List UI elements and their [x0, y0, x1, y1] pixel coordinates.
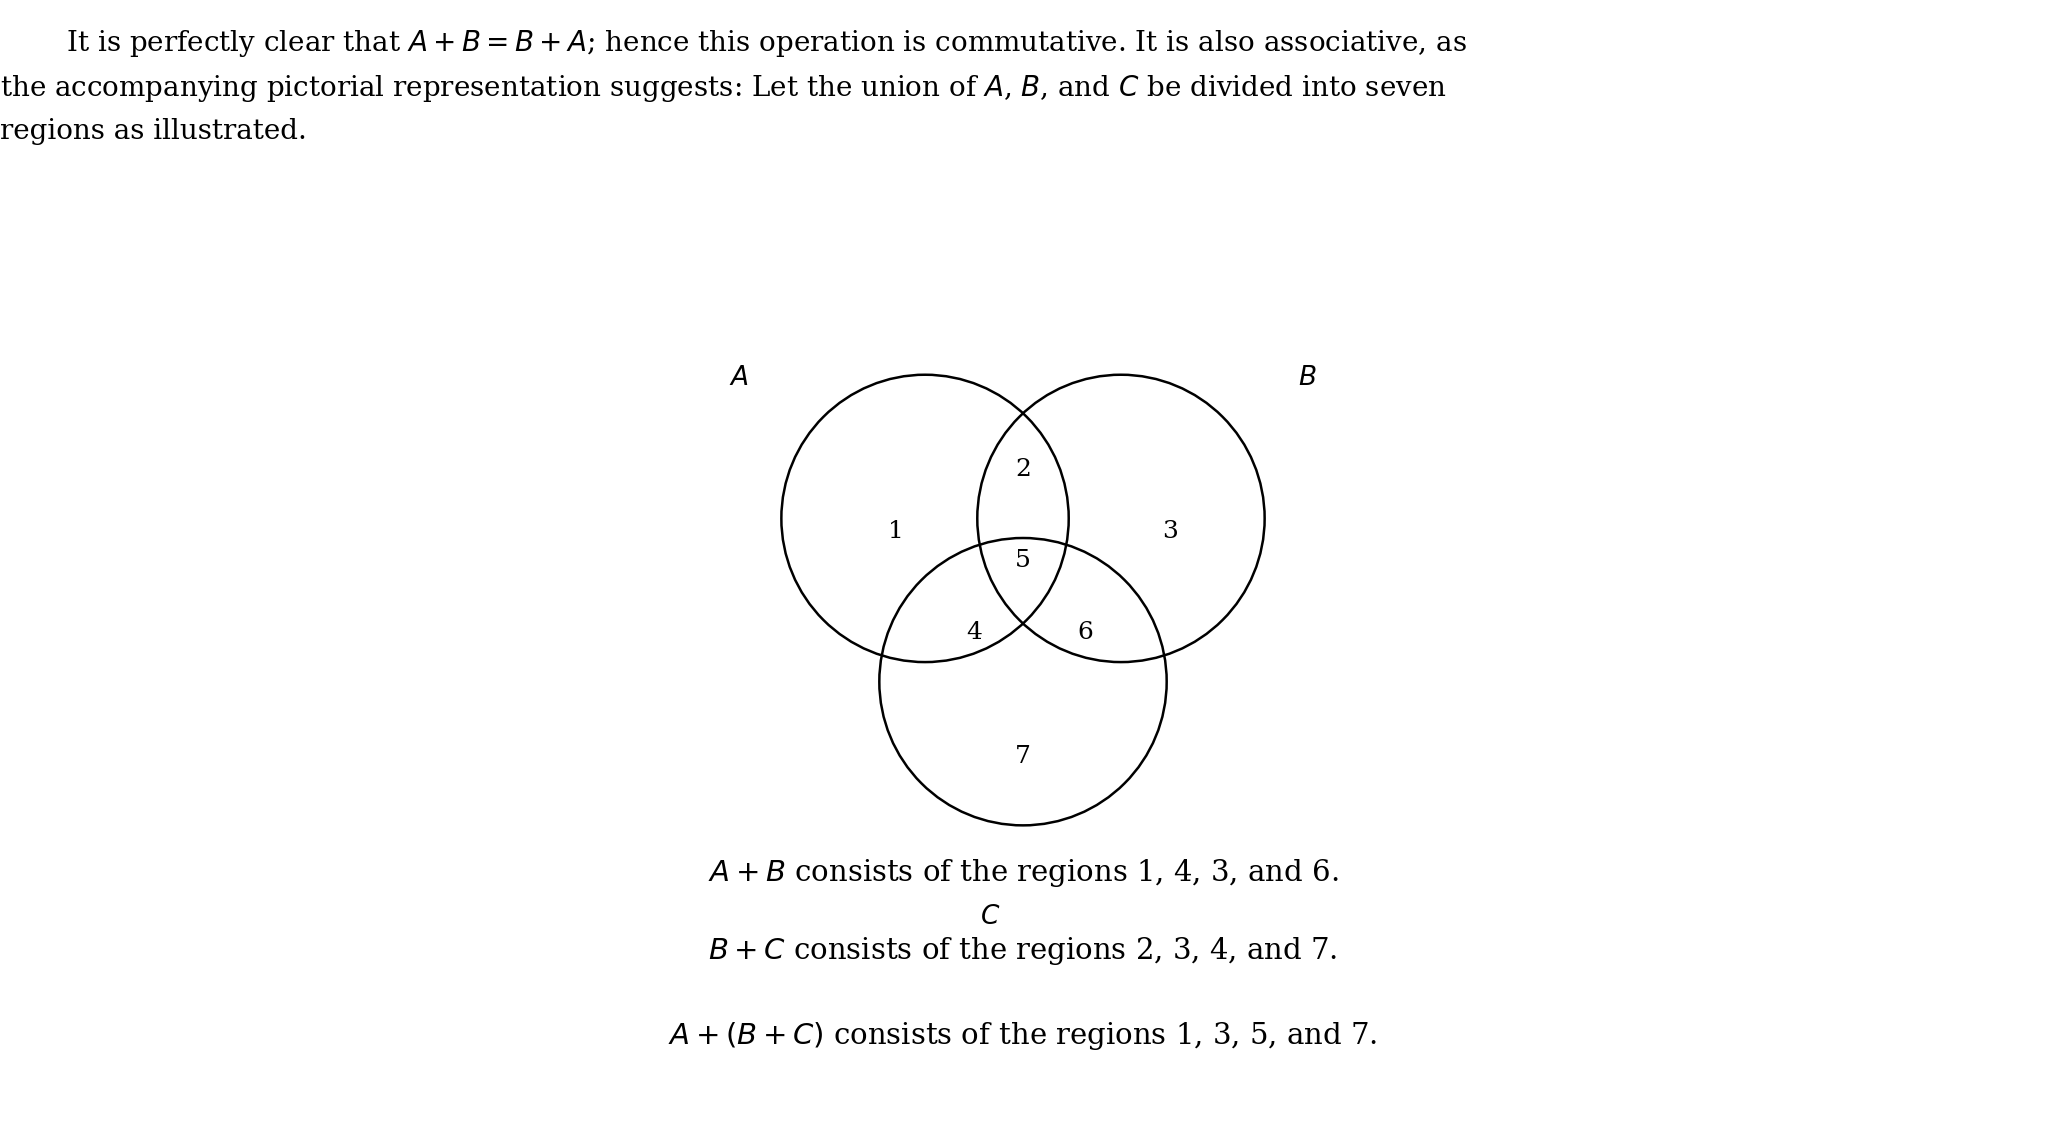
Text: $C$: $C$ — [980, 904, 1000, 929]
Text: 6: 6 — [1076, 622, 1093, 644]
Text: 3: 3 — [1162, 520, 1178, 543]
Text: $A + B$ consists of the regions 1, 4, 3, and 6.: $A + B$ consists of the regions 1, 4, 3,… — [708, 857, 1338, 888]
Text: the accompanying pictorial representation suggests: Let the union of $A$, $B$, a: the accompanying pictorial representatio… — [0, 73, 1447, 105]
Text: 7: 7 — [1015, 745, 1031, 768]
Text: 2: 2 — [1015, 458, 1031, 481]
Text: $B + C$ consists of the regions 2, 3, 4, and 7.: $B + C$ consists of the regions 2, 3, 4,… — [708, 936, 1338, 967]
Text: 1: 1 — [888, 520, 904, 543]
Text: $B$: $B$ — [1297, 366, 1316, 391]
Text: It is perfectly clear that $A + B = B + A$; hence this operation is commutative.: It is perfectly clear that $A + B = B + … — [31, 28, 1467, 60]
Text: 4: 4 — [966, 622, 982, 644]
Text: regions as illustrated.: regions as illustrated. — [0, 118, 307, 145]
Text: 5: 5 — [1015, 549, 1031, 572]
Text: $A$: $A$ — [728, 366, 749, 391]
Text: $A + (B + C)$ consists of the regions 1, 3, 5, and 7.: $A + (B + C)$ consists of the regions 1,… — [669, 1020, 1377, 1052]
